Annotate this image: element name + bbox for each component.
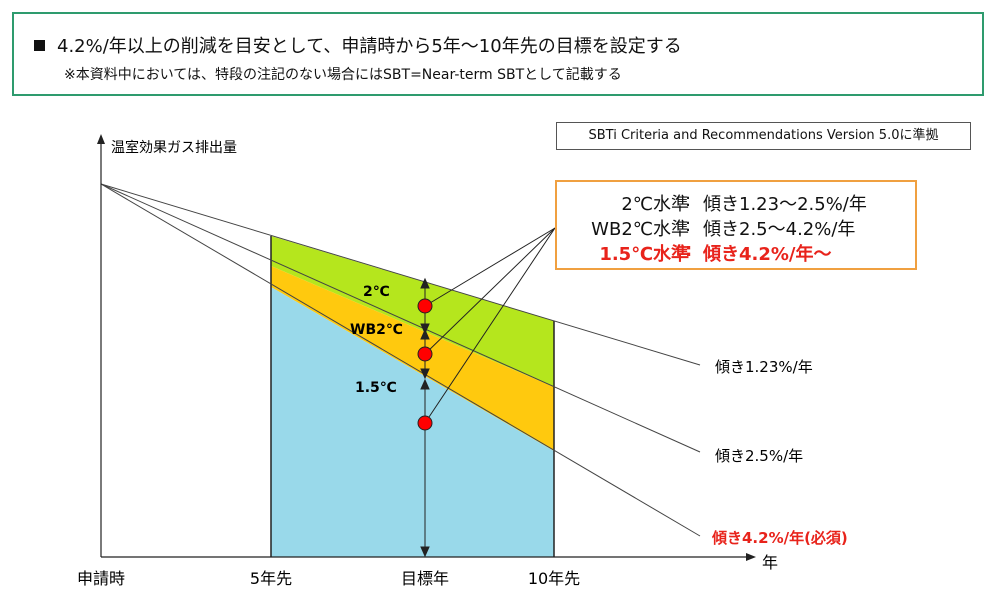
- y-axis-label: 温室効果ガス排出量: [111, 139, 237, 156]
- x-axis-arrow-icon: [746, 553, 756, 561]
- legend-row-1-5c: 1.5℃水準 : 傾き4.2%/年～: [557, 240, 915, 266]
- source-note: SBTi Criteria and Recommendations Versio…: [556, 122, 971, 150]
- line-label-4-2: 傾き4.2%/年(必須): [711, 529, 848, 547]
- line-slope-4-2: [100, 183, 701, 537]
- legend-pointer-lines: [424, 227, 556, 424]
- legend-row-wb2c: WB2℃水準 : 傾き2.5～4.2%/年: [557, 215, 915, 241]
- legend-box: 2℃水準 : 傾き1.23～2.5%/年 WB2℃水準 : 傾き2.5～4.2%…: [555, 180, 917, 270]
- line-label-2-5: 傾き2.5%/年: [715, 447, 803, 465]
- marker-1-5c: [417, 415, 433, 431]
- bullet-square-icon: [34, 40, 45, 51]
- marker-wb2c: [417, 346, 433, 362]
- target-year-arrows: [420, 277, 430, 558]
- legend-colon: :: [685, 190, 692, 211]
- legend-label: WB2℃水準: [591, 219, 689, 240]
- line-slope-1-23: [100, 183, 701, 366]
- zone-label-2c: 2℃: [363, 284, 390, 300]
- legend-value: 傾き1.23～2.5%/年: [703, 194, 867, 215]
- zone-label-wb2c: WB2℃: [350, 322, 403, 338]
- zone-wb2c: [271, 266, 554, 451]
- line-slope-2-5: [100, 183, 701, 453]
- y-axis-arrow-icon: [97, 134, 105, 144]
- legend-value: 傾き2.5～4.2%/年: [703, 219, 856, 240]
- x-tick-0: 申請時: [77, 569, 125, 588]
- legend-label: 2℃水準: [621, 194, 689, 215]
- header-line1-text: 4.2%/年以上の削減を目安として、申請時から5年～10年先の目標を設定する: [57, 36, 682, 57]
- x-tick-2: 目標年: [401, 569, 449, 588]
- legend-colon: :: [685, 215, 692, 236]
- legend-colon: :: [685, 240, 693, 261]
- x-tick-3: 10年先: [528, 569, 580, 588]
- x-axis-label: 年: [762, 553, 778, 572]
- legend-label: 1.5℃水準: [599, 244, 689, 265]
- marker-2c: [417, 298, 433, 314]
- header-line1: 4.2%/年以上の削減を目安として、申請時から5年～10年先の目標を設定する: [34, 32, 682, 58]
- zone-1-5c: [271, 287, 554, 557]
- legend-value: 傾き4.2%/年～: [703, 244, 832, 265]
- zone-label-1-5c: 1.5℃: [355, 380, 397, 396]
- legend-row-2c: 2℃水準 : 傾き1.23～2.5%/年: [557, 190, 915, 216]
- header-line2: ※本資料中においては、特段の注記のない場合にはSBT=Near-term SBT…: [64, 67, 622, 83]
- x-tick-1: 5年先: [250, 569, 292, 588]
- zone-2c: [271, 236, 554, 387]
- line-label-1-23: 傾き1.23%/年: [715, 358, 813, 376]
- header-box: 4.2%/年以上の削減を目安として、申請時から5年～10年先の目標を設定する ※…: [12, 12, 984, 96]
